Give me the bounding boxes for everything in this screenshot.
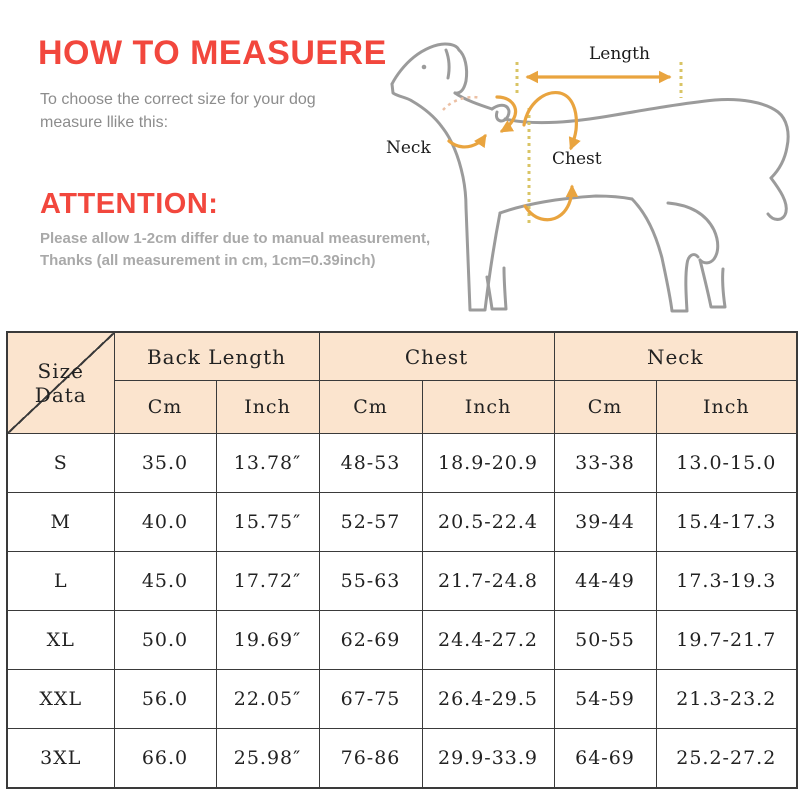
chest-cm-value: 62-69 [318, 610, 423, 670]
neck-inch-value: 17.3-19.3 [655, 551, 798, 611]
table-row-l: L 45.0 17.72″ 55-63 21.7-24.8 44-49 17.3… [6, 551, 798, 611]
page-title: HOW TO MEASUERE [38, 34, 387, 72]
table-row-xxl: XXL 56.0 22.05″ 67-75 26.4-29.5 54-59 21… [6, 669, 798, 729]
table-row-s: S 35.0 13.78″ 48-53 18.9-20.9 33-38 13.0… [6, 433, 798, 493]
dog-eye [421, 64, 427, 70]
measure-instructions-line1: To choose the correct size for your dog [40, 91, 316, 108]
back-cm-value: 45.0 [113, 551, 217, 611]
neck-cm-value: 39-44 [553, 492, 657, 552]
neck-inch-value: 15.4-17.3 [655, 492, 798, 552]
chest-cm-value: 52-57 [318, 492, 423, 552]
chest-inch-value: 24.4-27.2 [421, 610, 555, 670]
table-row-m: M 40.0 15.75″ 52-57 20.5-22.4 39-44 15.4… [6, 492, 798, 552]
measure-instructions: To choose the correct size for your dog … [40, 88, 340, 134]
unit-header-neck-cm: Cm [553, 380, 657, 434]
attention-note: Please allow 1-2cm differ due to manual … [40, 228, 440, 272]
size-label: 3XL [6, 728, 115, 789]
chest-bottom-arrow [523, 184, 579, 222]
table-header-group-row: Size Data Back Length Chest Neck [6, 331, 798, 434]
neck-inch-value: 21.3-23.2 [655, 669, 798, 729]
neck-cm-value: 44-49 [553, 551, 657, 611]
column-header-chest: Chest [318, 331, 555, 381]
neck-label: Neck [386, 138, 431, 158]
neck-cm-value: 33-38 [553, 433, 657, 493]
neck-small-arrow [447, 133, 487, 149]
chest-cm-value: 67-75 [318, 669, 423, 729]
neck-cm-value: 50-55 [553, 610, 657, 670]
back-cm-value: 66.0 [113, 728, 217, 789]
chest-cm-value: 48-53 [318, 433, 423, 493]
back-cm-value: 50.0 [113, 610, 217, 670]
neck-inch-value: 19.7-21.7 [655, 610, 798, 670]
attention-note-line1: Please allow 1-2cm differ due to manual … [40, 230, 431, 247]
unit-header-back-cm: Cm [113, 380, 217, 434]
back-inch-value: 22.05″ [215, 669, 320, 729]
chest-cm-value: 55-63 [318, 551, 423, 611]
chest-inch-value: 21.7-24.8 [421, 551, 555, 611]
back-inch-value: 19.69″ [215, 610, 320, 670]
attention-note-line2: Thanks (all measurement in cm, 1cm=0.39i… [40, 252, 376, 269]
chest-inch-value: 26.4-29.5 [421, 669, 555, 729]
neck-inch-value: 25.2-27.2 [655, 728, 798, 789]
size-chart-table: Size Data Back Length Chest Neck Cm Inch… [6, 331, 799, 789]
back-inch-value: 13.78″ [215, 433, 320, 493]
length-label: Length [589, 44, 650, 64]
chest-top-arrow [522, 91, 581, 151]
length-guide-dashes [515, 62, 683, 224]
column-header-back-length: Back Length [113, 331, 320, 381]
measure-instructions-line2: measure llike this: [40, 114, 169, 131]
unit-header-chest-cm: Cm [318, 380, 423, 434]
dog-outline [390, 42, 790, 313]
unit-header-neck-inch: Inch [655, 380, 798, 434]
neck-large-arrow [495, 95, 518, 133]
chest-inch-value: 18.9-20.9 [421, 433, 555, 493]
table-header-unit-row: Cm Inch Cm Inch Cm Inch [7, 380, 798, 434]
neck-cm-value: 54-59 [553, 669, 657, 729]
neck-guide-dash-arc [442, 95, 482, 111]
back-inch-value: 25.98″ [215, 728, 320, 789]
table-row-xl: XL 50.0 19.69″ 62-69 24.4-27.2 50-55 19.… [6, 610, 798, 670]
back-cm-value: 40.0 [113, 492, 217, 552]
neck-inch-value: 13.0-15.0 [655, 433, 798, 493]
size-label: M [6, 492, 115, 552]
chest-inch-value: 20.5-22.4 [421, 492, 555, 552]
attention-heading: ATTENTION: [40, 188, 219, 220]
unit-header-back-inch: Inch [215, 380, 320, 434]
back-cm-value: 35.0 [113, 433, 217, 493]
dog-measurement-diagram: Length Neck Chest [386, 42, 790, 313]
column-header-neck: Neck [553, 331, 798, 381]
chest-label: Chest [552, 149, 602, 169]
chest-inch-value: 29.9-33.9 [421, 728, 555, 789]
size-label: XL [6, 610, 115, 670]
size-label: L [6, 551, 115, 611]
size-label: XXL [6, 669, 115, 729]
back-cm-value: 56.0 [113, 669, 217, 729]
table-row-3xl: 3XL 66.0 25.98″ 76-86 29.9-33.9 64-69 25… [6, 728, 798, 789]
back-inch-value: 15.75″ [215, 492, 320, 552]
unit-header-chest-inch: Inch [421, 380, 555, 434]
chest-cm-value: 76-86 [318, 728, 423, 789]
corner-header-size-data: Size Data [6, 331, 115, 434]
back-inch-value: 17.72″ [215, 551, 320, 611]
size-label: S [6, 433, 115, 493]
neck-cm-value: 64-69 [553, 728, 657, 789]
measurement-arrows [447, 70, 672, 222]
